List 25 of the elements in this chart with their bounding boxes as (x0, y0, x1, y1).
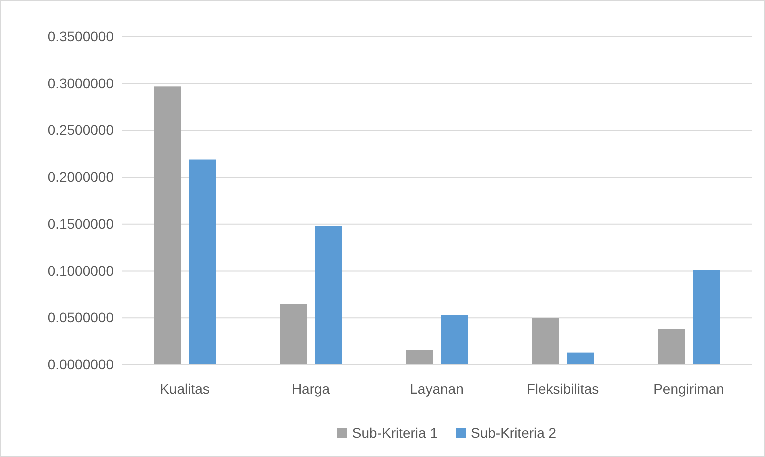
x-tick-label: Layanan (410, 380, 464, 397)
y-tick-label: 0.2000000 (48, 169, 114, 186)
y-tick-label: 0.0000000 (48, 356, 114, 372)
y-tick-label: 0.1500000 (48, 216, 114, 232)
y-tick-label: 0.3500000 (48, 28, 114, 44)
bar (154, 86, 181, 365)
bar (189, 160, 216, 365)
y-tick-label: 0.2500000 (48, 122, 114, 138)
bar (441, 315, 468, 365)
x-tick-label: Kualitas (160, 380, 210, 397)
legend-label: Sub-Kriteria 2 (471, 425, 557, 441)
x-tick-label: Pengiriman (654, 380, 724, 397)
bar (280, 304, 307, 365)
x-tick-label: Harga (292, 380, 330, 397)
bar (315, 226, 342, 365)
legend-label: Sub-Kriteria 1 (352, 425, 438, 441)
bar (658, 329, 685, 365)
y-tick-label: 0.1000000 (48, 262, 114, 279)
x-tick-label: Fleksibilitas (526, 380, 600, 397)
bar (532, 318, 559, 365)
bar (406, 350, 433, 365)
bar (567, 352, 594, 365)
bar (693, 270, 720, 365)
y-tick-label: 0.0500000 (48, 310, 114, 326)
y-tick-label: 0.3000000 (48, 75, 114, 92)
